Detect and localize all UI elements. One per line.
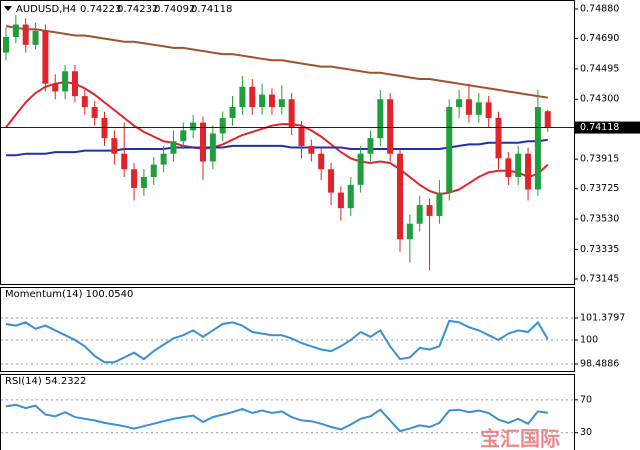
y-tick-label: 100 (580, 334, 598, 345)
candle-body (111, 138, 118, 154)
candle-body (160, 153, 167, 165)
candle-body (131, 169, 138, 188)
price-tag (574, 121, 640, 134)
candle-body (91, 107, 98, 118)
candle-body (328, 169, 335, 193)
moving-average (6, 138, 548, 157)
candle-body (12, 24, 19, 38)
candle-body (446, 107, 453, 193)
candle-body (544, 111, 551, 128)
candle-body (239, 86, 246, 108)
y-tick-label: 98.4886 (580, 359, 619, 370)
candle-body (249, 86, 256, 108)
y-tick-label: 30 (580, 427, 592, 438)
candle-body (525, 153, 532, 190)
candle-body (32, 30, 39, 45)
candle-body (337, 192, 344, 209)
price-tag-label: 0.74118 (580, 122, 619, 133)
candle-body (200, 122, 206, 162)
candle-body (298, 127, 305, 146)
moving-average (5, 81, 549, 196)
y-tick-label: 0.73145 (580, 273, 619, 284)
candle-body (140, 177, 147, 188)
y-tick-label: 0.73530 (580, 214, 619, 225)
rsi-panel (0, 374, 575, 450)
candle-body (71, 71, 78, 97)
y-tick-label: 0.73725 (580, 183, 619, 194)
candle-body (308, 145, 315, 154)
y-tick-label: 70 (580, 394, 592, 405)
y-tick-label: 0.74300 (580, 94, 619, 105)
candle-body (121, 153, 128, 170)
candle-body (515, 153, 522, 178)
candle-body (475, 102, 482, 115)
candle-body (170, 141, 177, 154)
candle-body (387, 99, 394, 154)
candle-body (377, 99, 384, 139)
y-tick-label: 0.73335 (580, 244, 619, 255)
candle-body (436, 192, 443, 216)
watermark: 宝汇国际 (480, 427, 560, 450)
symbol-title: AUDUSD,H4 (16, 4, 76, 15)
ohlc-low: 0.74092 (154, 4, 195, 15)
candle-body (465, 99, 472, 115)
candle-body (347, 184, 354, 209)
candle-body (101, 117, 108, 139)
indicator-title: Momentum(14) 100.0540 (5, 289, 133, 300)
candle-body (81, 96, 88, 108)
ohlc-close: 0.74118 (191, 4, 232, 15)
candle-body (416, 205, 423, 224)
ohlc-high: 0.74232 (117, 4, 158, 15)
candle-body (505, 158, 512, 178)
candle-body (209, 133, 216, 162)
ohlc-open: 0.74223 (80, 4, 121, 15)
candle-body (357, 153, 364, 185)
candle-body (22, 24, 29, 45)
candle-body (229, 107, 236, 118)
candle-body (485, 102, 492, 118)
y-tick-label: 0.74495 (580, 63, 619, 74)
candle-body (534, 107, 541, 190)
candle-body (318, 153, 325, 170)
candle-body (52, 83, 59, 92)
momentum-panel (0, 287, 575, 372)
y-tick-label: 0.74880 (580, 4, 619, 15)
candle-body (426, 205, 433, 216)
candle-body (367, 138, 374, 154)
candle-body (150, 164, 157, 178)
candle-body (259, 94, 266, 108)
candle-body (406, 223, 413, 240)
candle-body (397, 153, 403, 240)
moving-average (5, 25, 548, 99)
candle-body (62, 71, 69, 92)
candle-body (278, 99, 285, 108)
candle-body (456, 99, 463, 108)
candle-body (268, 94, 275, 108)
candle-body (288, 99, 295, 128)
candle-body (190, 122, 197, 131)
indicator-title: RSI(14) 54.2322 (5, 376, 86, 387)
y-tick-label: 0.74690 (580, 33, 619, 44)
indicator-line (5, 403, 548, 433)
y-tick-label: 0.73915 (580, 154, 619, 165)
menu-arrow (4, 6, 12, 11)
candle-body (42, 30, 49, 84)
candle-body (495, 117, 502, 159)
candle-body (180, 130, 187, 142)
candle-body (3, 37, 9, 53)
candle-body (219, 117, 226, 134)
y-tick-label: 101.3797 (580, 312, 625, 323)
main-panel (0, 0, 575, 285)
indicator-line (5, 319, 549, 364)
